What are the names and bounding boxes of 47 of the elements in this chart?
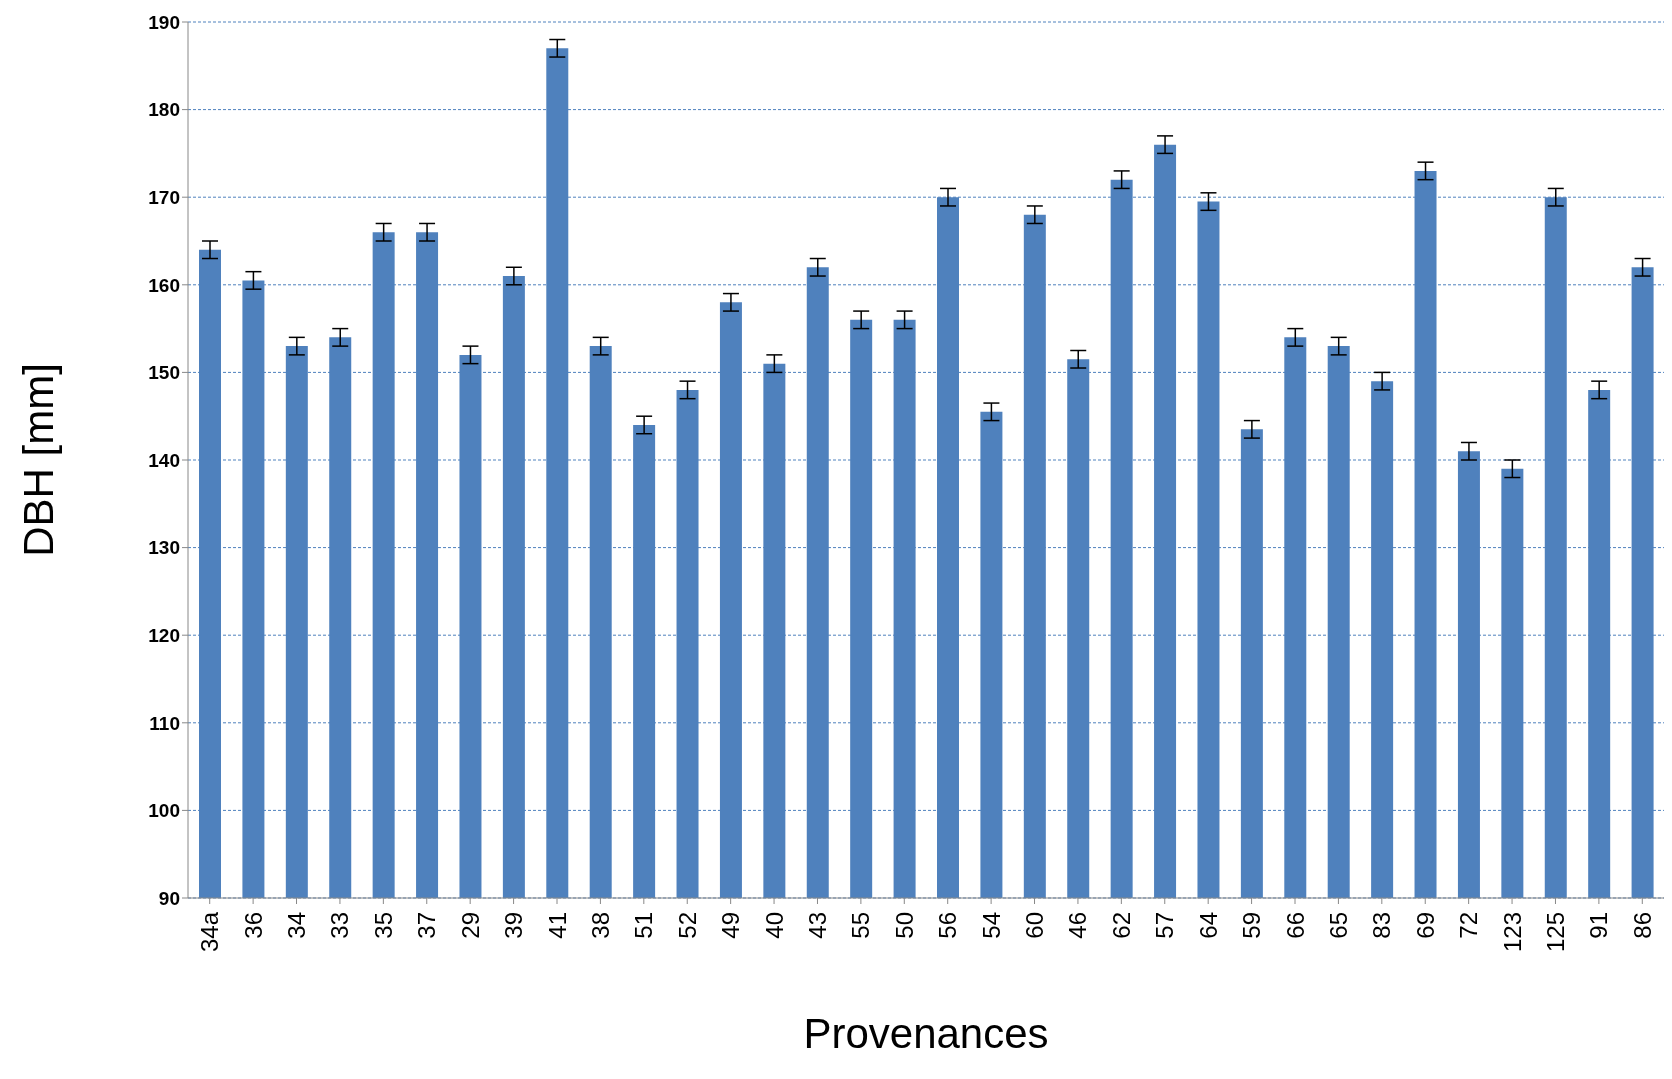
y-tick-label: 90 [158, 887, 180, 909]
x-tick-label: 52 [673, 912, 701, 939]
x-tick-label: 123 [1498, 912, 1526, 953]
x-tick-label: 91 [1585, 912, 1613, 939]
y-tick-label: 100 [148, 800, 180, 822]
x-tick-label: 51 [630, 912, 658, 939]
y-tick-label: 150 [148, 362, 180, 384]
x-tick-label: 72 [1455, 912, 1483, 939]
y-tick-label: 120 [148, 624, 180, 646]
x-tick-label: 41 [543, 912, 571, 939]
x-tick-label: 59 [1238, 912, 1266, 939]
y-tick-label: 160 [148, 274, 180, 296]
x-tick-label: 60 [1021, 912, 1049, 939]
x-tick-label: 125 [1541, 912, 1569, 953]
y-tick-label: 190 [148, 11, 180, 33]
x-tick-label: 69 [1411, 912, 1439, 939]
y-tick-label: 130 [148, 537, 180, 559]
x-tick-label: 64 [1194, 912, 1222, 939]
x-tick-label: 65 [1324, 912, 1352, 939]
x-tick-label: 34 [283, 912, 311, 939]
x-tick-label: 86 [1628, 912, 1656, 939]
y-tick-label: 140 [148, 449, 180, 471]
y-tick-label: 170 [148, 186, 180, 208]
y-tick-label: 180 [148, 99, 180, 121]
x-tick-label: 34a [196, 911, 224, 953]
x-tick-label: 49 [717, 912, 745, 939]
x-tick-label: 37 [413, 912, 441, 939]
x-tick-label: 39 [500, 912, 528, 939]
x-tick-label: 36 [239, 912, 267, 939]
x-tick-label: 33 [326, 912, 354, 939]
x-tick-label: 54 [977, 912, 1005, 939]
y-tick-label: 110 [149, 712, 180, 734]
y-axis-title: DBH [mm] [14, 363, 62, 557]
x-tick-label: 43 [803, 912, 831, 939]
x-tick-label: 55 [847, 912, 875, 939]
x-tick-label: 35 [369, 912, 397, 939]
x-tick-label: 62 [1107, 912, 1135, 939]
x-tick-label: 66 [1281, 912, 1309, 939]
x-axis-title: Provenances [803, 1010, 1049, 1057]
x-tick-label: 50 [890, 912, 918, 939]
x-tick-label: 46 [1064, 912, 1092, 939]
x-tick-label: 40 [760, 912, 788, 939]
x-tick-label: 38 [586, 912, 614, 939]
x-tick-label: 56 [934, 912, 962, 939]
x-tick-label: 83 [1368, 912, 1396, 939]
x-tick-label: 57 [1151, 912, 1179, 939]
x-tick-label: 29 [456, 912, 484, 939]
